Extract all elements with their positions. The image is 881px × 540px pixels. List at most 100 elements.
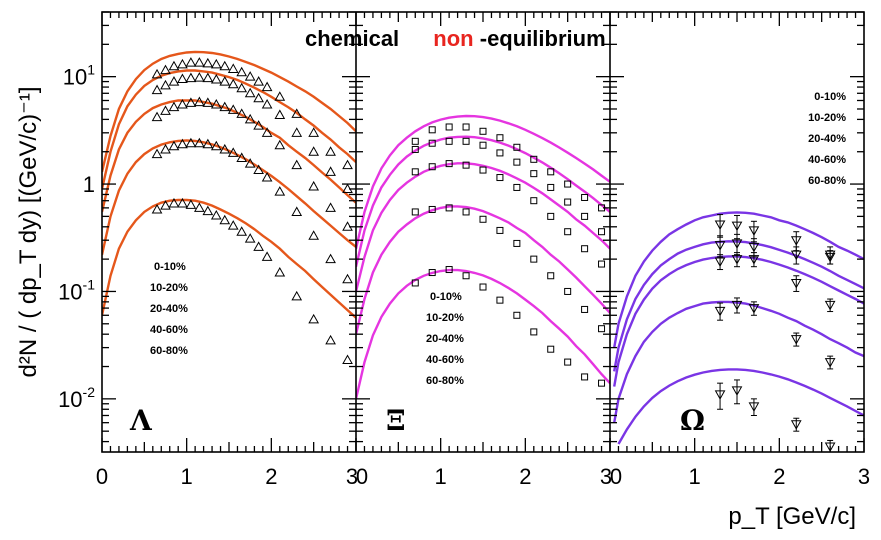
data-point-60-80%	[325, 334, 336, 345]
data-point-40-60%	[445, 204, 453, 212]
data-point-20-40%	[598, 260, 606, 268]
data-point-40-60%	[210, 140, 222, 151]
x-tick-label: 1	[435, 464, 447, 489]
data-point-40-60%	[151, 148, 163, 159]
data-point-20-40%	[731, 255, 743, 265]
data-point-10-20%	[291, 127, 303, 137]
data-point-20-40%	[530, 197, 538, 205]
data-point-40-60%	[731, 300, 743, 311]
model-curve-40-60%	[356, 205, 610, 335]
lambda-panel	[102, 50, 356, 365]
x-tick-label: 3	[346, 464, 358, 489]
data-point-40-60%	[547, 272, 555, 280]
annotation-part-non: non	[433, 26, 473, 51]
axis-ticks	[101, 11, 865, 452]
data-point-0-10%	[185, 57, 197, 67]
data-point-60-80%	[547, 345, 555, 353]
data-point-60-80%	[342, 354, 353, 365]
legend-entry: 60-80%	[426, 375, 464, 387]
data-point-20-40%	[210, 99, 222, 109]
data-point-20-40%	[445, 160, 453, 168]
data-point-0-10%	[308, 127, 320, 137]
data-point-40-60%	[308, 230, 320, 240]
data-point-60-80%	[168, 197, 180, 208]
data-point-40-60%	[202, 138, 214, 149]
data-point-0-10%	[236, 66, 248, 77]
data-point-0-10%	[202, 57, 214, 68]
data-point-20-40%	[581, 245, 589, 253]
x-tick-label: 0	[96, 464, 108, 489]
legend-entry: 20-40%	[808, 133, 846, 145]
data-point-10-20%	[411, 145, 419, 153]
data-point-60-80%	[227, 220, 239, 230]
x-tick-label: 1	[181, 464, 193, 489]
annotation-part-equilibrium: -equilibrium	[480, 26, 606, 51]
y-tick-label: 10-1	[58, 276, 95, 304]
data-point-20-40%	[714, 257, 726, 268]
x-tick-label: 2	[265, 464, 277, 489]
data-point-60-80%	[291, 290, 303, 301]
legend-entry: 40-60%	[808, 154, 846, 166]
data-point-20-40%	[274, 139, 286, 150]
data-point-40-60%	[291, 206, 303, 216]
data-point-10-20%	[547, 183, 555, 191]
data-point-10-20%	[598, 228, 606, 236]
data-point-40-60%	[824, 358, 836, 368]
data-point-60-80%	[714, 390, 726, 400]
data-point-60-80%	[210, 209, 222, 220]
data-point-0-10%	[547, 168, 555, 176]
data-point-60-80%	[428, 269, 436, 277]
data-point-20-40%	[151, 111, 163, 122]
data-point-20-40%	[185, 97, 197, 107]
data-point-40-60%	[253, 164, 264, 175]
data-point-60-80%	[824, 442, 836, 452]
omega-panel	[613, 211, 864, 452]
data-point-20-40%	[261, 127, 273, 137]
data-point-60-80%	[160, 200, 171, 210]
data-point-40-60%	[236, 152, 248, 162]
data-point-10-20%	[244, 87, 256, 98]
data-point-40-60%	[790, 335, 802, 345]
data-point-40-60%	[219, 143, 231, 154]
data-point-10-20%	[308, 146, 320, 156]
data-point-60-80%	[151, 203, 163, 214]
data-point-10-20%	[428, 139, 436, 147]
data-point-60-80%	[253, 241, 264, 251]
data-point-40-60%	[168, 140, 180, 151]
data-point-10-20%	[160, 79, 171, 90]
data-point-10-20%	[151, 84, 163, 95]
data-point-60-80%	[731, 386, 743, 396]
data-point-60-80%	[598, 379, 606, 387]
data-point-10-20%	[253, 92, 264, 103]
data-point-60-80%	[202, 205, 214, 216]
data-point-10-20%	[462, 137, 470, 145]
data-point-10-20%	[227, 78, 239, 89]
legend-lambda: 0-10% 10-20% 20-40% 40-60% 60-80%	[150, 261, 188, 357]
data-point-10-20%	[194, 72, 205, 82]
data-point-0-10%	[790, 236, 802, 246]
data-point-0-10%	[581, 193, 589, 201]
model-curve-0-10%	[102, 50, 356, 173]
data-point-0-10%	[177, 58, 188, 69]
data-point-40-60%	[411, 208, 419, 216]
data-point-60-80%	[790, 420, 802, 430]
data-point-10-20%	[168, 76, 180, 86]
data-point-20-40%	[219, 101, 231, 112]
x-tick-label: 3	[858, 464, 870, 489]
data-point-20-40%	[428, 163, 436, 171]
x-tick-label: 3	[600, 464, 612, 489]
data-point-10-20%	[564, 198, 572, 206]
model-curve-0-10%	[356, 114, 610, 249]
model-curve-10-20%	[356, 135, 610, 267]
data-point-10-20%	[731, 239, 743, 249]
data-point-40-60%	[244, 158, 256, 168]
data-point-60-80%	[194, 202, 205, 212]
data-point-10-20%	[790, 250, 802, 261]
data-point-20-40%	[496, 174, 504, 182]
legend-entry: 60-80%	[808, 175, 846, 187]
model-curve-10-20%	[102, 69, 356, 190]
legend-entry: 40-60%	[426, 354, 464, 366]
data-point-0-10%	[194, 57, 205, 67]
data-point-0-10%	[530, 155, 538, 163]
data-point-0-10%	[714, 220, 726, 231]
